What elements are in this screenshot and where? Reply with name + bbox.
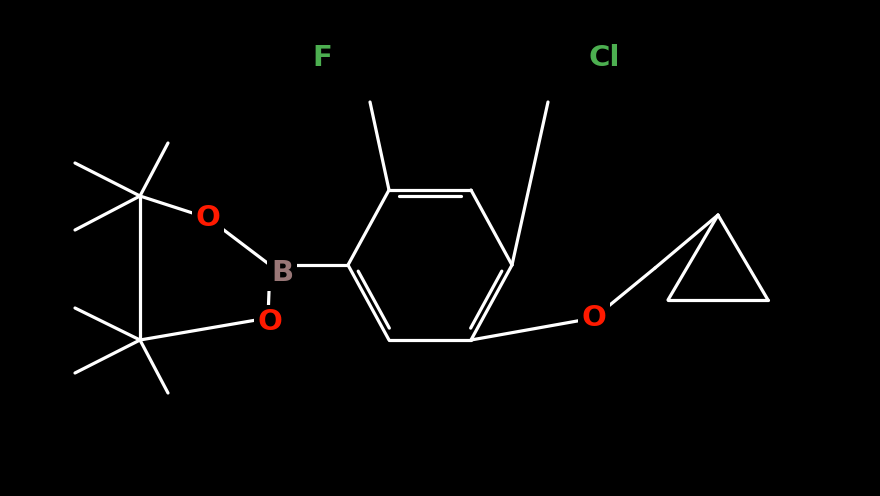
Text: O: O: [582, 304, 606, 332]
Text: O: O: [258, 308, 282, 336]
Text: O: O: [195, 204, 220, 232]
Text: F: F: [312, 44, 332, 72]
Text: B: B: [271, 259, 293, 287]
Text: Cl: Cl: [588, 44, 620, 72]
